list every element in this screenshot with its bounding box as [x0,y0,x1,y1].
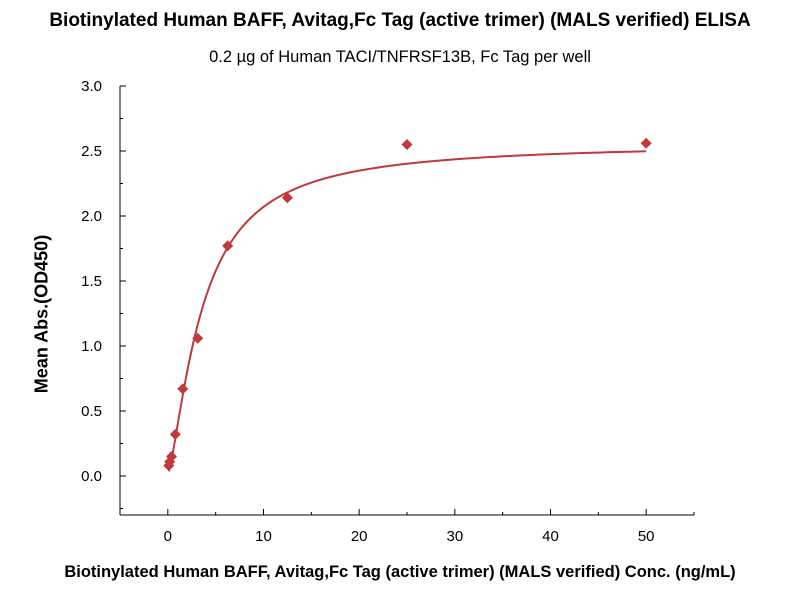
data-point [222,240,234,252]
x-tick-label: 30 [446,528,463,545]
chart-subtitle: 0.2 µg of Human TACI/TNFRSF13B, Fc Tag p… [209,48,591,66]
data-point [640,137,652,149]
data-point [281,192,293,204]
data-point [401,139,413,150]
x-axis-label: Biotinylated Human BAFF, Avitag,Fc Tag (… [64,563,736,581]
x-tick-label: 0 [164,528,172,545]
data-point [166,451,178,462]
x-tick-label: 50 [638,528,655,545]
y-tick-label: 2.0 [81,208,102,225]
data-point [169,428,181,440]
y-tick-label: 3.0 [81,78,102,95]
fit-curve [167,150,647,472]
y-tick-label: 0.0 [81,468,102,485]
y-tick-label: 1.0 [81,338,102,355]
data-point [192,332,204,344]
chart-title: Biotinylated Human BAFF, Avitag,Fc Tag (… [49,10,751,31]
y-tick-label: 0.5 [81,403,102,420]
y-tick-label: 1.5 [81,273,102,290]
x-tick-label: 20 [351,528,368,545]
x-tick-label: 40 [542,528,559,545]
y-tick-label: 2.5 [81,143,102,160]
x-tick-label: 10 [255,528,272,545]
data-point [177,383,189,395]
